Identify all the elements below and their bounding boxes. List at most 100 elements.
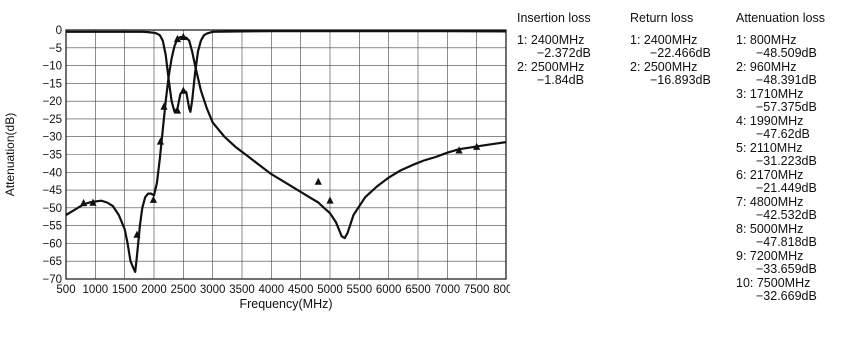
- legend-title: Insertion loss: [517, 11, 591, 25]
- legend-title: Return loss: [630, 11, 694, 25]
- series-line-1: [65, 36, 507, 273]
- legend-entry-value: −32.669dB: [756, 289, 817, 303]
- legend-entry-label: 9: 7200MHz: [736, 248, 804, 263]
- y-tick-label: −45: [42, 185, 62, 197]
- legend-entry: 1: 800MHz −48.509dB: [736, 32, 825, 61]
- legend-entry-value: −16.893dB: [650, 73, 711, 87]
- legend-entry: 10: 7500MHz −32.669dB: [736, 275, 825, 304]
- x-tick-label: 6500: [405, 284, 431, 296]
- y-tick-label: −60: [42, 238, 62, 250]
- x-tick-label: 4000: [259, 284, 285, 296]
- plot-frame: [65, 29, 507, 280]
- legend-entry-value: −31.223dB: [756, 154, 817, 168]
- legend-entry-value: −42.532dB: [756, 208, 817, 222]
- x-tick-label: 2000: [141, 284, 167, 296]
- y-axis-label: Attenuation(dB): [3, 113, 17, 196]
- x-tick-label: 3000: [200, 284, 226, 296]
- marker-triangle: [80, 198, 88, 207]
- x-tick-label: 7000: [435, 284, 461, 296]
- legend-entry-label: 5: 2110MHz: [736, 140, 803, 155]
- legend-entry-value: −47.818dB: [756, 235, 817, 249]
- y-tick-label: −5: [49, 43, 62, 55]
- x-tick-label: 7500: [464, 284, 490, 296]
- legend-entry-label: 8: 5000MHz: [736, 221, 804, 236]
- marker-triangle: [149, 195, 158, 203]
- y-tick-label: −70: [42, 274, 62, 286]
- x-axis-label: Frequency(MHz): [239, 297, 332, 311]
- y-tick-label: −50: [42, 203, 62, 215]
- legend-entry-value: −1.84dB: [537, 73, 584, 87]
- y-tick-label: −35: [42, 150, 62, 162]
- legend-entry-label: 4: 1990MHz: [736, 113, 804, 128]
- x-tick-label: 4500: [288, 284, 314, 296]
- legend-entry-value: −33.659dB: [756, 262, 817, 276]
- legend-entry: 2: 2500MHz −16.893dB: [630, 59, 711, 88]
- y-tick-label: −30: [42, 132, 62, 144]
- legend-entry-label: 2: 2500MHz: [517, 59, 585, 74]
- marker-triangle: [326, 196, 334, 204]
- y-tick-labels: 0 −5 −10 −15 −20 −25 −30 −35 −40 −45 −50 −55 −60 −65 −…: [42, 25, 62, 286]
- y-tick-label: −40: [42, 167, 62, 179]
- legend-attenuation-loss: Attenuation loss 1: 800MHz −48.509dB 2: 9…: [736, 11, 825, 304]
- legend-entry-label: 1: 2400MHz: [517, 32, 585, 47]
- marker-triangle: [173, 34, 182, 43]
- legend-entry-label: 10: 7500MHz: [736, 275, 811, 290]
- legend-entry-value: −48.391dB: [756, 73, 817, 87]
- legend-entry: 1: 2400MHz −22.466dB: [630, 32, 711, 61]
- y-tick-label: 0: [56, 25, 62, 37]
- legend-entry-value: −21.449dB: [756, 181, 817, 195]
- marker-layer: [80, 32, 481, 238]
- y-tick-label: −10: [42, 61, 62, 73]
- legend-title: Attenuation loss: [736, 11, 825, 25]
- legend-entry: 7: 4800MHz −42.532dB: [736, 194, 825, 223]
- legend-return-loss: Return loss 1: 2400MHz −22.466dB 2: 2500…: [630, 11, 711, 88]
- legend-entry: 1: 2400MHz −2.372dB: [517, 32, 591, 61]
- legend-entry-value: −47.62dB: [756, 127, 810, 141]
- y-tick-label: −20: [42, 96, 62, 108]
- legend-entry: 4: 1990MHz −47.62dB: [736, 113, 825, 142]
- legend-entry: 2: 960MHz −48.391dB: [736, 59, 825, 88]
- x-tick-label: 2500: [171, 284, 197, 296]
- legend-entry-value: −57.375dB: [756, 100, 817, 114]
- marker-triangle: [160, 102, 168, 110]
- legend-entry-label: 7: 4800MHz: [736, 194, 804, 209]
- marker-triangle: [314, 177, 322, 185]
- series-layer: [65, 30, 507, 273]
- marker-triangle: [89, 198, 97, 206]
- legend-entry: 2: 2500MHz −1.84dB: [517, 59, 591, 88]
- legend-insertion-loss: Insertion loss 1: 2400MHz −2.372dB 2: 25…: [517, 11, 591, 88]
- legend-entry: 8: 5000MHz −47.818dB: [736, 221, 825, 250]
- marker-triangle: [133, 230, 141, 238]
- x-tick-label: 500: [56, 284, 75, 296]
- marker-triangle: [156, 137, 165, 145]
- x-tick-label: 8000: [493, 284, 510, 296]
- attenuation-chart: 0 −5 −10 −15 −20 −25 −30 −35 −40 −45 −50 −55 −60 −65 −…: [3, 25, 510, 311]
- x-tick-label: 3500: [229, 284, 255, 296]
- legend-entry: 6: 2170MHz −21.449dB: [736, 168, 825, 196]
- y-tick-label: −25: [42, 114, 62, 126]
- marker-triangle: [173, 106, 182, 114]
- legend-entry: 5: 2110MHz −31.223dB: [736, 140, 825, 169]
- y-tick-label: −15: [42, 78, 62, 90]
- legend-entry-label: 2: 2500MHz: [630, 59, 698, 74]
- x-tick-label: 5000: [317, 284, 343, 296]
- x-tick-label: 6000: [376, 284, 402, 296]
- legend-entry-label: 2: 960MHz: [736, 59, 797, 74]
- marker-triangle: [473, 142, 481, 150]
- x-tick-labels: 500 1000 1500 2000 2500 3000 3500 4000 4500 5000 5…: [56, 284, 510, 296]
- x-tick-label: 1500: [112, 284, 138, 296]
- x-tick-label: 1000: [83, 284, 109, 296]
- legend-entry-value: −48.509dB: [756, 46, 817, 60]
- marker-triangle: [455, 146, 463, 154]
- marker-triangle: [179, 86, 187, 94]
- legend-entry-label: 3: 1710MHz: [736, 86, 804, 101]
- y-tick-label: −65: [42, 256, 62, 268]
- series-line-2: [66, 30, 507, 113]
- legend-entry-value: −2.372dB: [537, 46, 591, 60]
- legend-entry: 3: 1710MHz −57.375dB: [736, 86, 825, 115]
- legend-entry: 9: 7200MHz −33.659dB: [736, 248, 825, 277]
- y-tick-label: −55: [42, 221, 62, 233]
- legend-entry-label: 1: 2400MHz: [630, 32, 698, 47]
- x-tick-label: 5500: [347, 284, 373, 296]
- legend-entry-label: 1: 800MHz: [736, 32, 797, 47]
